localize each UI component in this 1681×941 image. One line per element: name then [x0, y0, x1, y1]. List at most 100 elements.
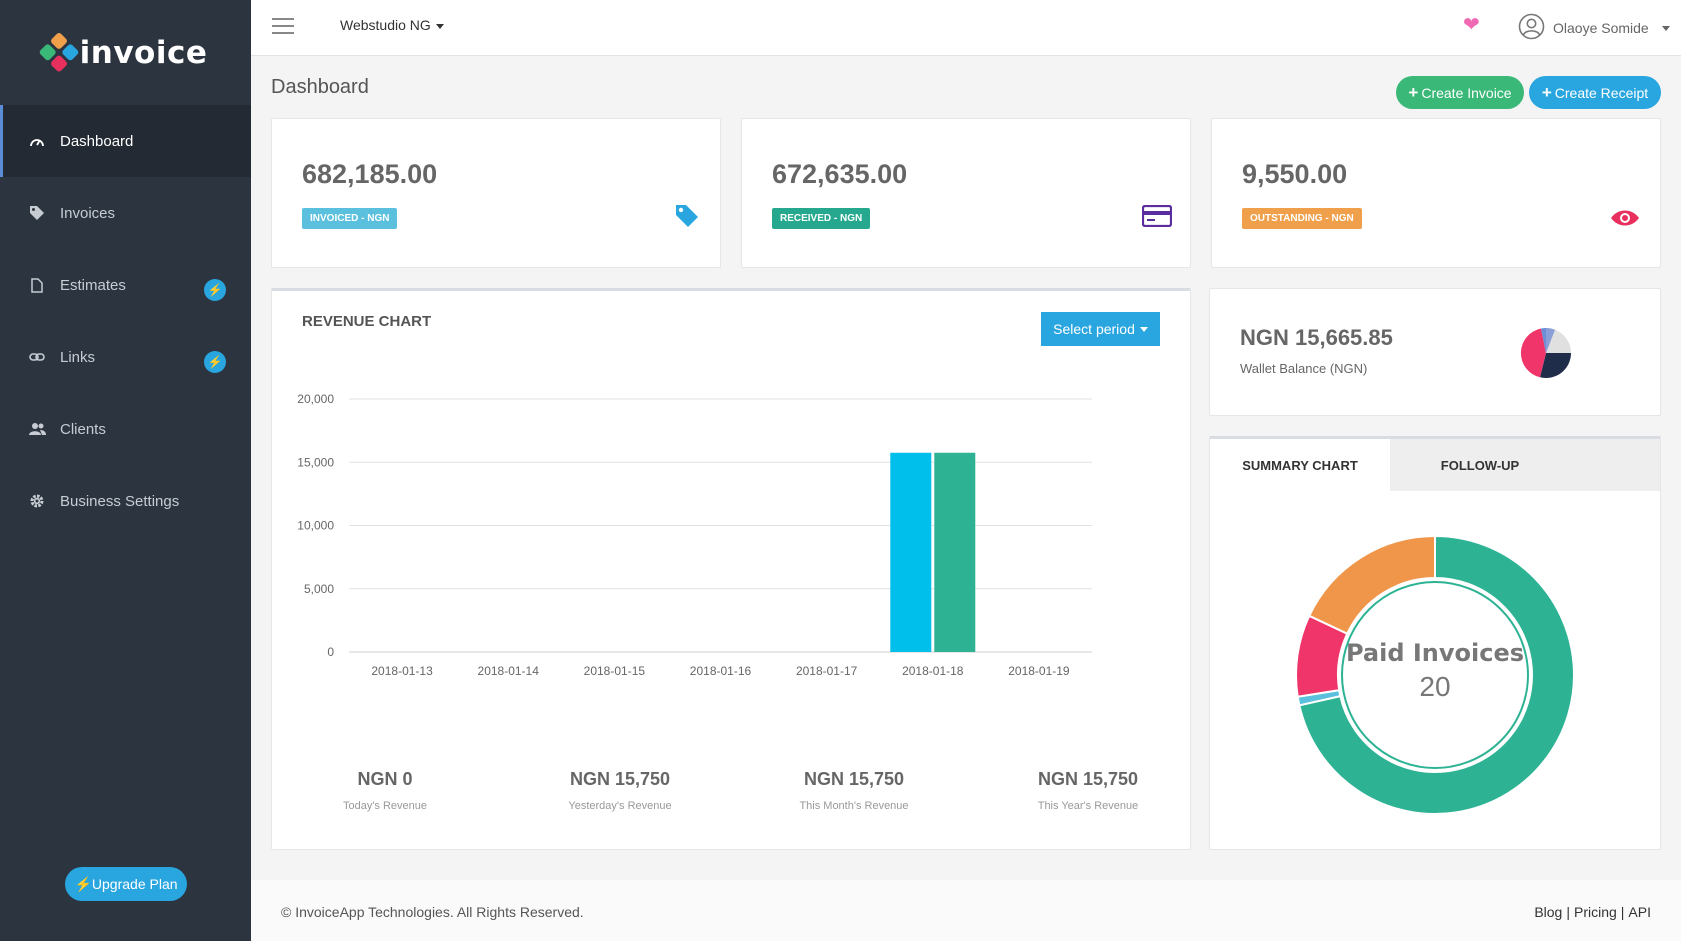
revenue-summary-label: Today's Revenue [342, 800, 428, 812]
y-tick-label: 15,000 [297, 455, 334, 469]
revenue-summary-year: NGN 15,750 This Year's Revenue [998, 769, 1178, 812]
sidebar-item-label: Links [60, 348, 96, 366]
sidebar-item-estimates[interactable]: Estimates ⚡ [0, 249, 251, 321]
caret-down-icon [1661, 25, 1670, 31]
y-tick-label: 5,000 [304, 582, 334, 596]
tag-icon [28, 204, 46, 222]
donut-slice[interactable] [1307, 534, 1436, 636]
revenue-chart-title: REVENUE CHART [302, 313, 432, 330]
revenue-summary-today: NGN 0 Today's Revenue [295, 769, 475, 812]
user-avatar-icon [1518, 13, 1545, 43]
x-tick-label: 2018-01-17 [796, 664, 858, 678]
revenue-summary-yesterday: NGN 15,750 Yesterday's Revenue [530, 769, 710, 812]
menu-toggle-icon[interactable] [272, 18, 294, 34]
donut-center-label: Paid Invoices 20 [1315, 639, 1555, 703]
y-tick-label: 20,000 [297, 392, 334, 406]
sidebar-item-clients[interactable]: Clients [0, 393, 251, 465]
file-icon [28, 276, 46, 294]
donut-count: 20 [1419, 671, 1451, 702]
tab-summary-chart[interactable]: SUMMARY CHART [1210, 439, 1390, 491]
sidebar-item-label: Estimates [60, 276, 126, 294]
x-tick-label: 2018-01-19 [1008, 664, 1070, 678]
gauge-icon [28, 132, 46, 150]
credit-card-icon [1141, 204, 1173, 232]
donut-title: Paid Invoices [1345, 639, 1525, 667]
tag-icon [674, 203, 700, 234]
x-tick-label: 2018-01-15 [584, 664, 646, 678]
stat-label-badge: OUTSTANDING - NGN [1242, 208, 1362, 229]
stat-label-badge: RECEIVED - NGN [772, 208, 871, 229]
user-name: Olaoye Somide [1553, 20, 1649, 36]
create-invoice-button[interactable]: + Create Invoice [1396, 76, 1524, 109]
donut-inner-ring [1341, 581, 1529, 769]
stat-label-badge: INVOICED - NGN [302, 208, 398, 229]
top-bar: Webstudio NG ❤ Olaoye Somide [251, 0, 1681, 56]
x-tick-label: 2018-01-14 [478, 664, 540, 678]
revenue-summary-value: NGN 15,750 [1037, 769, 1139, 789]
users-icon [28, 420, 46, 438]
bar[interactable] [890, 452, 932, 652]
page-title: Dashboard [271, 76, 369, 98]
create-receipt-button[interactable]: + Create Receipt [1529, 76, 1661, 109]
stat-value: 672,635.00 [772, 159, 908, 189]
brand-name: invoice [79, 34, 208, 71]
sidebar-item-business-settings[interactable]: Business Settings [0, 465, 251, 537]
caret-down-icon [435, 23, 444, 29]
heart-icon[interactable]: ❤ [1463, 14, 1480, 36]
sidebar-item-label: Clients [60, 420, 106, 438]
footer-link-blog[interactable]: Blog [1534, 904, 1563, 920]
summary-donut-chart [1295, 534, 1575, 815]
y-tick-label: 10,000 [297, 519, 334, 533]
wallet-balance-label: Wallet Balance (NGN) [1240, 361, 1368, 376]
bar[interactable] [934, 452, 976, 652]
footer-link-pricing[interactable]: Pricing [1573, 904, 1617, 920]
user-menu[interactable]: Olaoye Somide [1518, 13, 1670, 43]
x-tick-label: 2018-01-13 [371, 664, 433, 678]
sidebar-item-label: Dashboard [60, 132, 134, 150]
revenue-summary-label: Yesterday's Revenue [568, 800, 672, 812]
revenue-chart-card: REVENUE CHART Select period 0 5,000 10,000… [271, 288, 1191, 850]
sidebar-item-invoices[interactable]: Invoices [0, 177, 251, 249]
wallet-pie-icon [1520, 327, 1572, 384]
select-period-dropdown[interactable]: Select period [1041, 312, 1160, 346]
summary-card: SUMMARY CHART FOLLOW-UP Paid Invoices 20 [1209, 436, 1661, 850]
stat-value: 9,550.00 [1242, 159, 1348, 189]
revenue-summary-label: This Year's Revenue [1037, 800, 1139, 812]
footer: © InvoiceApp Technologies. All Rights Re… [251, 880, 1681, 941]
eye-icon [1610, 209, 1640, 232]
organization-dropdown[interactable]: Webstudio NG [340, 17, 444, 33]
gear-icon [28, 492, 46, 510]
revenue-summary-value: NGN 15,750 [803, 769, 905, 789]
x-tick-label: 2018-01-16 [690, 664, 752, 678]
stat-card-invoiced: 682,185.00 INVOICED - NGN [271, 118, 721, 268]
footer-links: Blog | Pricing | API [1534, 904, 1651, 920]
revenue-summary-month: NGN 15,750 This Month's Revenue [764, 769, 944, 812]
stat-card-outstanding: 9,550.00 OUTSTANDING - NGN [1211, 118, 1661, 268]
logo-mark-icon [37, 31, 80, 73]
brand-logo[interactable]: invoice [0, 0, 251, 105]
link-icon [28, 348, 46, 366]
sidebar-item-links[interactable]: Links ⚡ [0, 321, 251, 393]
sidebar-item-dashboard[interactable]: Dashboard [0, 105, 251, 177]
footer-link-api[interactable]: API [1628, 904, 1651, 920]
plus-icon: + [1541, 82, 1552, 102]
bolt-icon: ⚡ [204, 279, 226, 301]
x-tick-label: 2018-01-18 [902, 664, 964, 678]
tab-follow-up[interactable]: FOLLOW-UP [1440, 457, 1520, 473]
sidebar-item-label: Invoices [60, 204, 116, 222]
revenue-summary-value: NGN 15,750 [569, 769, 671, 789]
wallet-balance-value: NGN 15,665.85 [1240, 325, 1393, 350]
wallet-card: NGN 15,665.85 Wallet Balance (NGN) [1209, 288, 1661, 416]
summary-tabs: SUMMARY CHART FOLLOW-UP [1210, 439, 1660, 491]
revenue-bar-chart: 0 5,000 10,000 15,000 20,000 2018-01-13 2018-0… [297, 392, 1092, 678]
bolt-icon: ⚡ [204, 351, 226, 373]
sidebar: invoice Dashboard Invoices Estimates ⚡ L… [0, 0, 251, 941]
stat-value: 682,185.00 [302, 159, 438, 189]
donut-slice[interactable] [1298, 534, 1575, 815]
bolt-icon: ⚡ [74, 875, 92, 892]
plus-icon: + [1408, 82, 1419, 102]
upgrade-plan-button[interactable]: ⚡ Upgrade Plan [65, 867, 187, 901]
copyright-text: © InvoiceApp Technologies. All Rights Re… [281, 904, 584, 920]
caret-down-icon [1139, 326, 1148, 332]
stat-card-received: 672,635.00 RECEIVED - NGN [741, 118, 1191, 268]
